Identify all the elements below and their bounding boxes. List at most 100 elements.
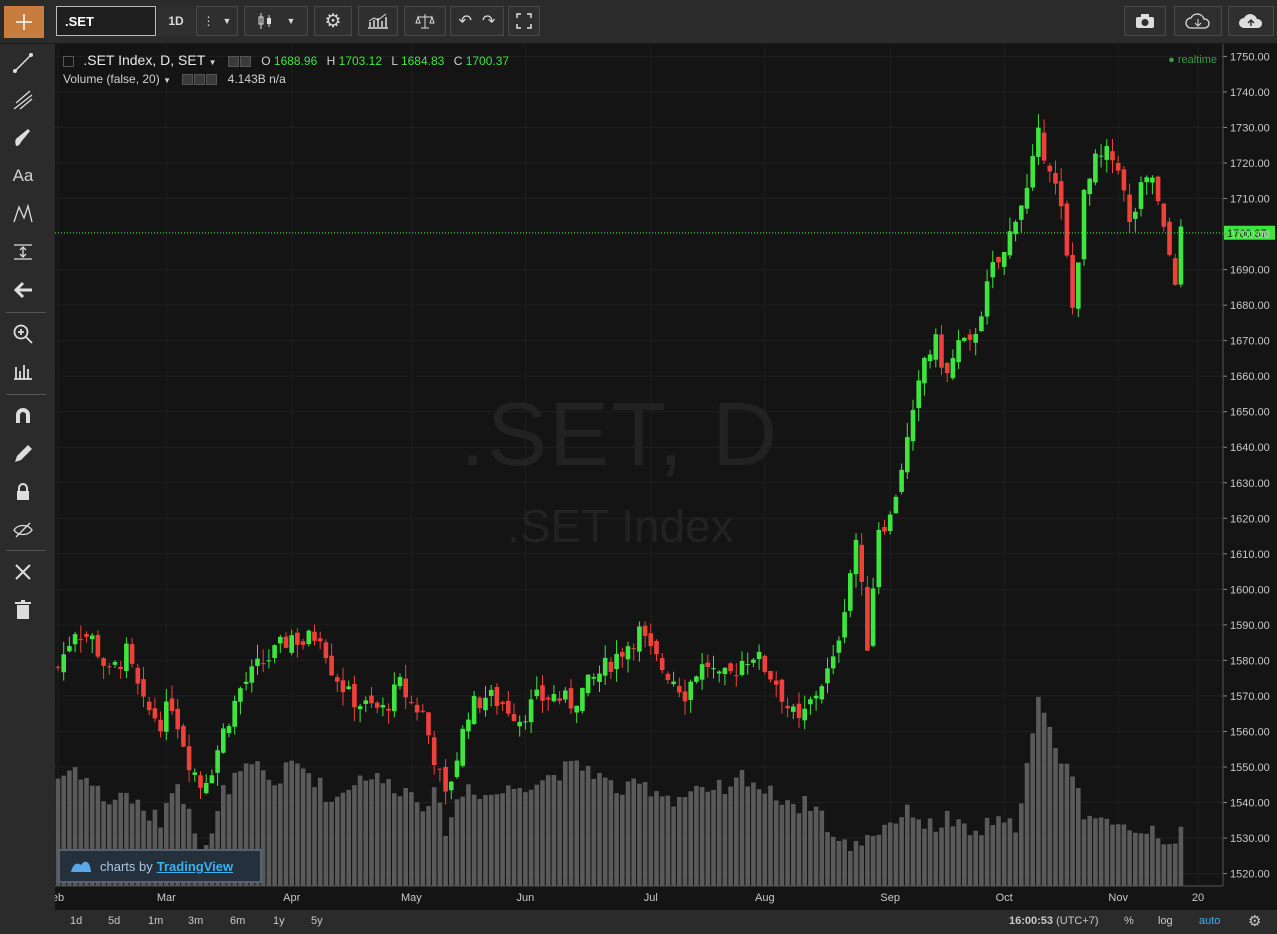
volume-bar (545, 775, 551, 886)
candle-body (682, 691, 688, 702)
volume-bar (255, 761, 260, 886)
volume-bar (511, 788, 517, 886)
undo-icon[interactable]: ↶ (458, 13, 472, 30)
chart-type-button[interactable]: ▼ (244, 6, 308, 36)
volume-bar (1053, 748, 1058, 886)
chart-panel[interactable]: 1700.37 1520.00 1530.00 1540.00 1550.00 1560… (55, 44, 1277, 910)
pitchfork-tool[interactable] (0, 84, 46, 116)
pattern-tool[interactable] (0, 198, 46, 230)
save-chart-button[interactable] (1228, 6, 1274, 36)
percent-scale-toggle[interactable]: % (1124, 915, 1134, 927)
series-legend-row: .SET Index, D, SET ▼ O 1688.96 H 1703.12… (63, 52, 509, 68)
volume-bar (488, 794, 494, 886)
compare-button[interactable] (404, 6, 446, 36)
candle-body (1019, 205, 1024, 220)
last-price-tag (1224, 225, 1275, 240)
toolbar-divider (6, 312, 46, 313)
volume-bar (101, 801, 106, 886)
volume-bar (910, 817, 916, 886)
brush-tool[interactable] (0, 122, 46, 154)
candle-body (129, 644, 135, 664)
stay-in-drawing-tool[interactable] (0, 438, 46, 470)
interval-menu-button[interactable]: ⋮ ▼ (196, 6, 238, 36)
candle-body (996, 256, 1001, 263)
candle-body (340, 680, 346, 693)
candle-body (454, 760, 460, 777)
measure-tool[interactable] (0, 236, 46, 268)
auto-scale-toggle[interactable]: auto (1199, 915, 1221, 927)
range-1d[interactable]: 1d (70, 915, 83, 927)
volume-bar (528, 789, 534, 886)
candle-body (910, 409, 916, 442)
volume-bar (614, 793, 619, 886)
snapshot-button[interactable] (1124, 6, 1166, 36)
eye-icon[interactable] (227, 56, 239, 68)
badge-brand-link[interactable]: TradingView (156, 858, 234, 874)
indicators-button[interactable] (358, 6, 398, 36)
magnet-tool[interactable] (0, 400, 46, 432)
load-chart-button[interactable] (1174, 6, 1222, 36)
lock-tool[interactable] (0, 476, 46, 508)
candle-body (146, 701, 152, 711)
chart-canvas[interactable]: 1700.37 1520.00 1530.00 1540.00 1550.00 1560… (55, 44, 1277, 910)
candle-body (922, 357, 927, 384)
candle-body (363, 700, 369, 704)
candle-body (1041, 132, 1047, 161)
clock-timezone[interactable]: (UTC+7) (1056, 915, 1099, 927)
symbol-input[interactable]: .SET (56, 6, 156, 36)
tools-settings[interactable] (0, 556, 46, 588)
candle-body (580, 687, 585, 712)
remove-drawings-tool[interactable] (0, 274, 46, 306)
hide-drawings-tool[interactable] (0, 514, 46, 546)
volume-bar (283, 762, 289, 886)
volume-bar (107, 804, 112, 886)
close-icon[interactable] (206, 74, 218, 86)
x-tick-label: Apr (283, 892, 300, 904)
chevron-down-icon[interactable]: ▼ (208, 58, 217, 67)
volume-bar (517, 787, 522, 886)
volume-bar (221, 785, 226, 886)
x-tick-label: Aug (755, 892, 775, 904)
volume-bar (990, 825, 996, 886)
candle-body (95, 634, 101, 657)
range-1m[interactable]: 1m (148, 915, 164, 927)
candle-body (540, 685, 545, 701)
range-5y[interactable]: 5y (311, 915, 323, 927)
fullscreen-button[interactable] (508, 6, 540, 36)
volume-bar (186, 808, 192, 886)
candle-body (711, 668, 716, 670)
volume-bar (694, 785, 699, 886)
crosshair-tool-button[interactable] (4, 6, 44, 38)
settings-button[interactable]: ⚙ (314, 6, 352, 36)
candle-body (192, 772, 198, 775)
chevron-down-icon[interactable]: ▼ (163, 76, 171, 85)
eye-icon[interactable] (182, 74, 194, 86)
volume-bar (802, 795, 807, 886)
trend-line-tool[interactable] (0, 47, 46, 79)
x-axis-band (55, 886, 1277, 910)
volume-value: 4.143B (227, 72, 266, 86)
range-6m[interactable]: 6m (230, 915, 246, 927)
redo-icon[interactable]: ↷ (482, 13, 496, 30)
volume-title[interactable]: Volume (false, 20) (63, 72, 160, 86)
gear-icon[interactable] (239, 56, 251, 68)
data-window-tool[interactable] (0, 356, 46, 388)
delete-tool[interactable] (0, 594, 46, 626)
tradingview-badge[interactable]: charts by TradingView (58, 849, 262, 883)
gear-icon[interactable]: ⚙ (1248, 913, 1262, 930)
range-5d[interactable]: 5d (108, 915, 121, 927)
volume-bar (996, 816, 1001, 886)
candle-body (528, 699, 534, 723)
log-scale-toggle[interactable]: log (1158, 915, 1173, 927)
range-1y[interactable]: 1y (273, 915, 285, 927)
text-tool[interactable]: Aa (0, 160, 46, 192)
gear-icon[interactable] (194, 74, 206, 86)
candle-body (243, 681, 249, 684)
collapse-legend-button[interactable] (63, 56, 74, 68)
zoom-tool[interactable] (0, 318, 46, 350)
volume-bar (352, 785, 357, 886)
volume-bar (984, 817, 990, 886)
series-title[interactable]: .SET Index, D, SET (83, 52, 206, 68)
range-3m[interactable]: 3m (188, 915, 204, 927)
interval-button[interactable]: 1D (158, 6, 194, 36)
